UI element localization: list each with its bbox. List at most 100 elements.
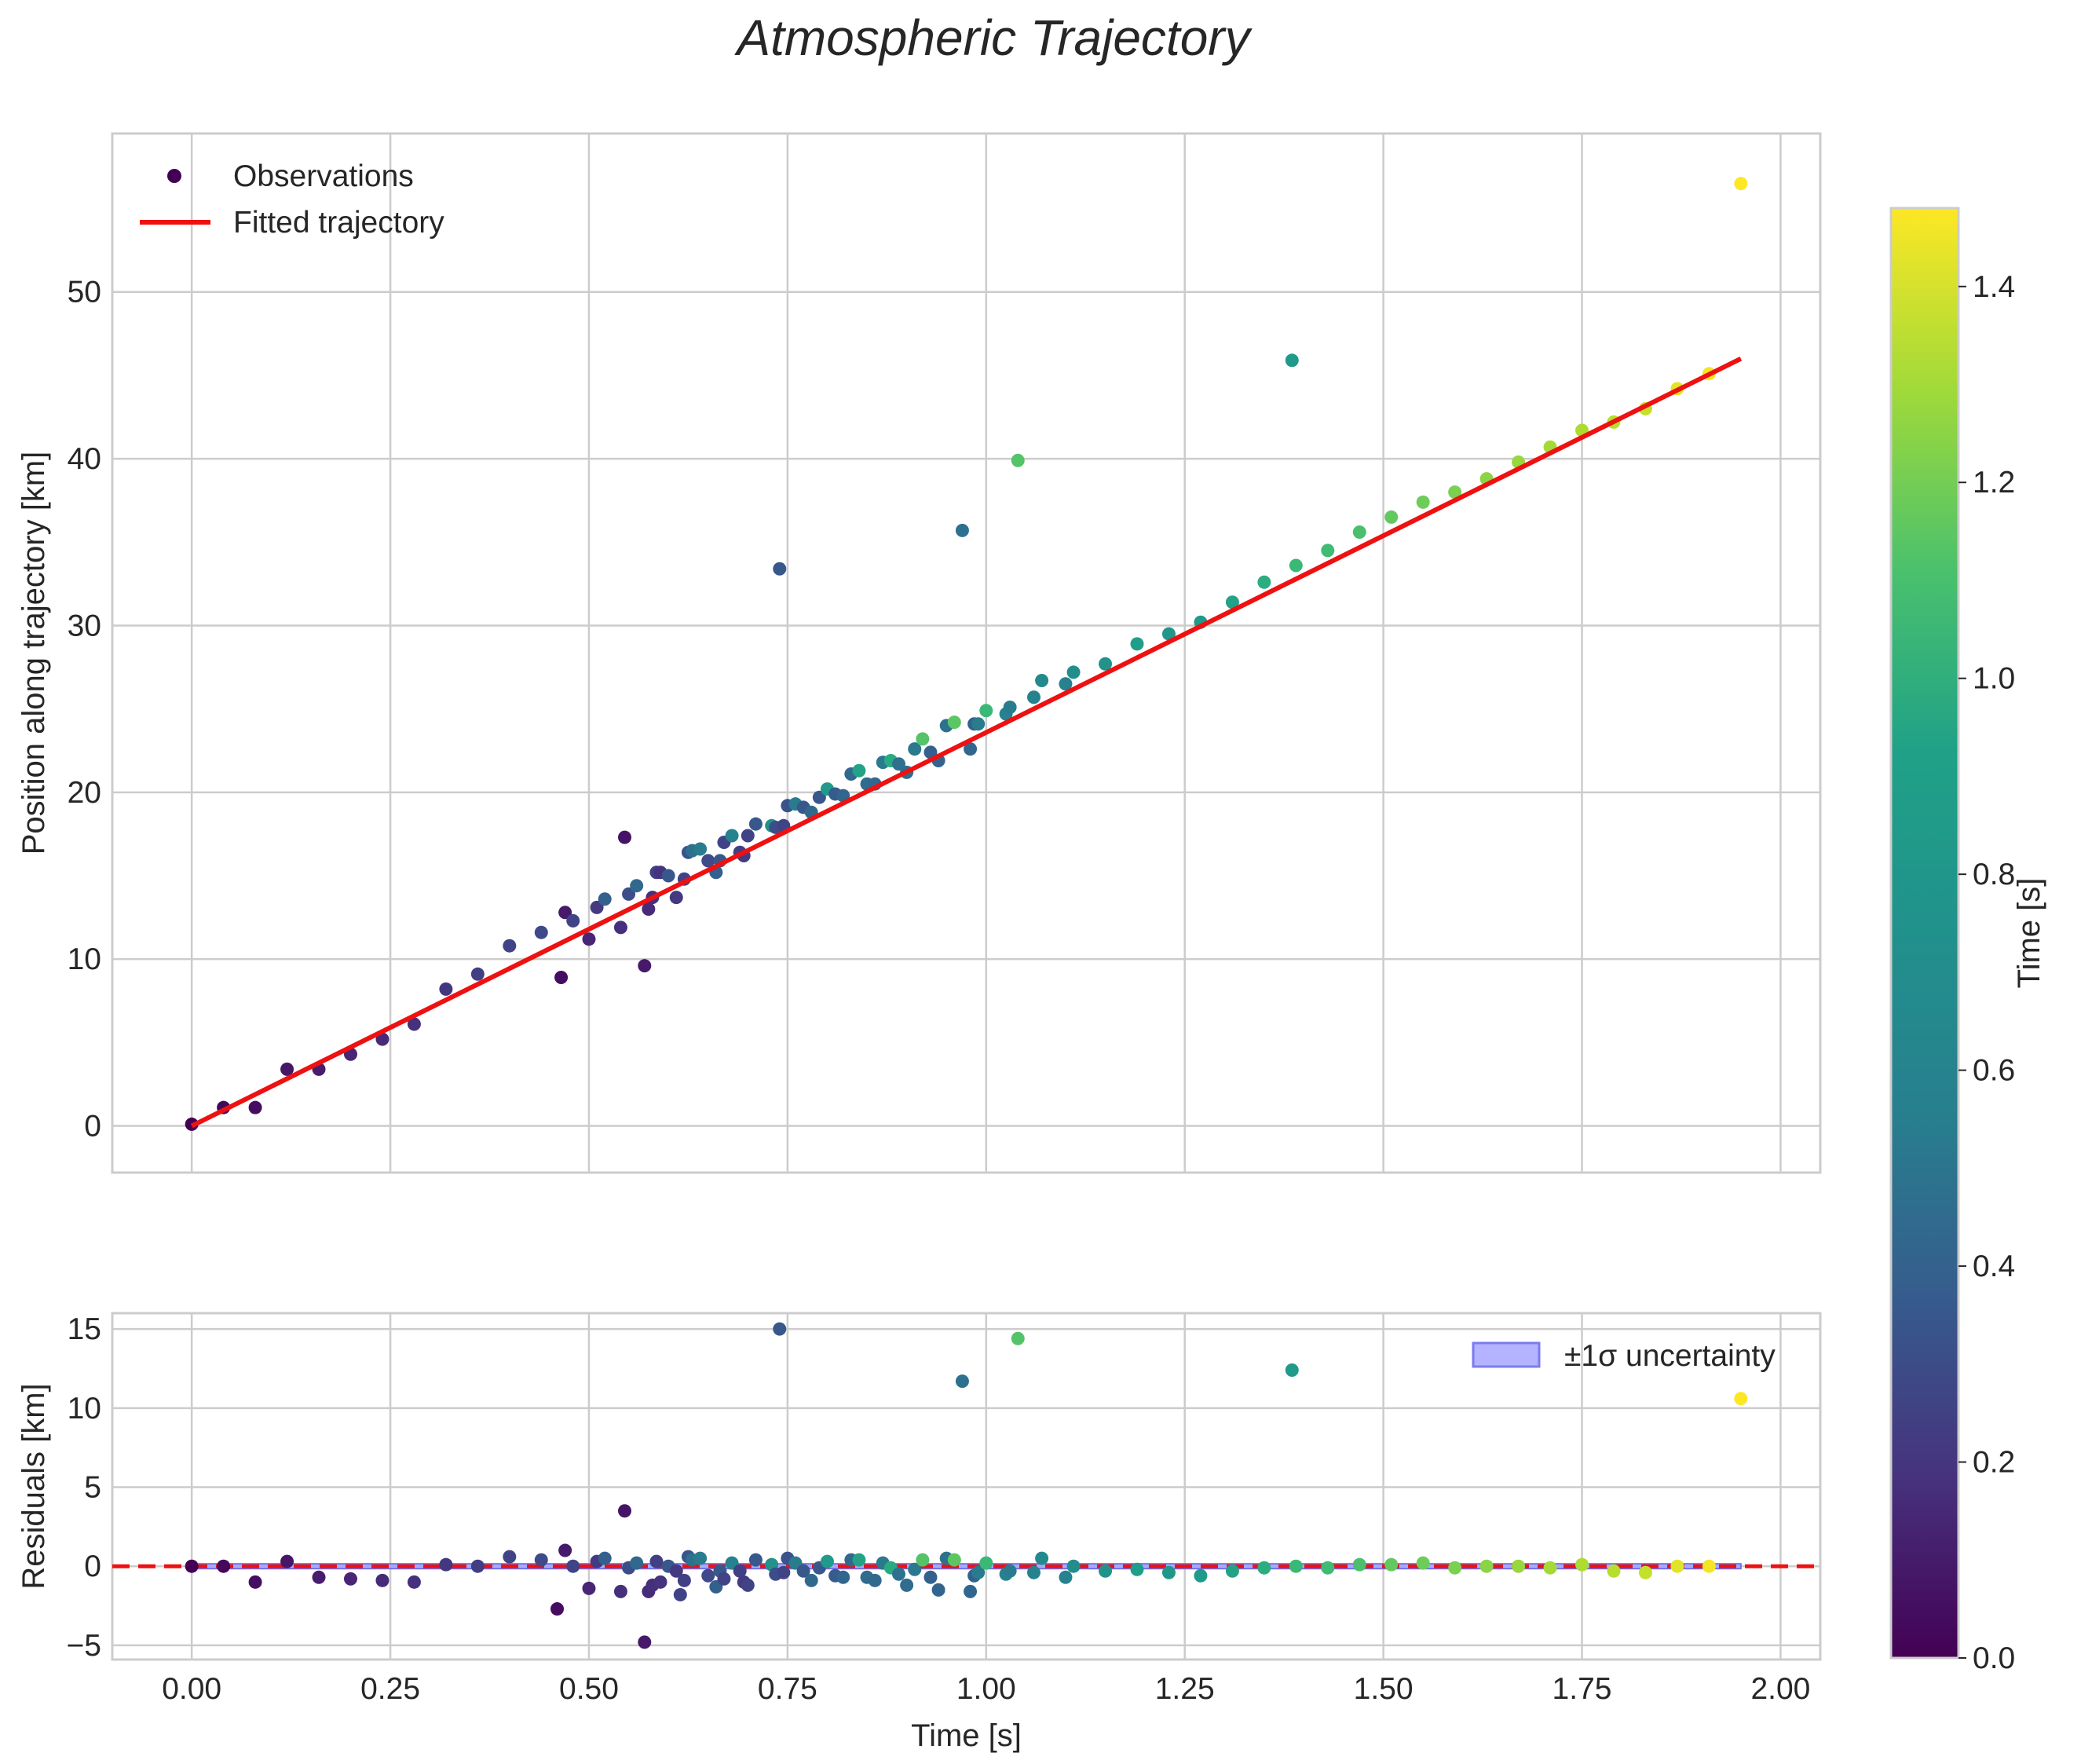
- data-point: [947, 715, 961, 730]
- x-tick-label: 0.25: [360, 1672, 420, 1706]
- data-point: [1734, 1392, 1748, 1406]
- colorbar-tick-label: 0.2: [1973, 1446, 2015, 1480]
- data-point: [796, 1564, 810, 1578]
- data-point: [1225, 1564, 1239, 1578]
- data-point: [1066, 665, 1081, 679]
- data-point: [598, 1551, 612, 1565]
- data-point: [470, 1559, 485, 1573]
- data-point: [217, 1559, 231, 1573]
- data-point: [1352, 1557, 1366, 1572]
- x-axis-label: Time [s]: [911, 1718, 1022, 1753]
- data-point: [923, 745, 938, 759]
- data-point: [741, 1578, 755, 1592]
- data-point: [1512, 1559, 1526, 1573]
- data-point: [820, 1554, 834, 1568]
- data-point: [964, 742, 978, 756]
- data-point: [677, 1573, 691, 1587]
- data-point: [693, 1551, 708, 1565]
- data-point: [1003, 1564, 1017, 1578]
- data-point: [661, 869, 675, 883]
- data-point: [741, 829, 755, 843]
- data-point: [892, 757, 906, 771]
- legend-observations-marker: [167, 169, 181, 183]
- data-point: [649, 1554, 664, 1568]
- data-point: [439, 1557, 453, 1572]
- y-tick-label: 50: [68, 276, 101, 309]
- x-tick-label: 1.50: [1354, 1672, 1414, 1706]
- trajectory-legend: Observations Fitted trajectory: [140, 159, 444, 240]
- colorbar-tick-label: 0.6: [1973, 1054, 2015, 1088]
- y-tick-label: 10: [68, 942, 101, 976]
- data-point: [979, 704, 993, 718]
- data-point: [1384, 1557, 1399, 1572]
- y-tick-label: 40: [68, 442, 101, 476]
- data-point: [1161, 1565, 1176, 1579]
- data-point: [1035, 674, 1049, 688]
- data-point: [947, 1553, 961, 1567]
- colorbar-tick-label: 0.4: [1973, 1250, 2015, 1283]
- data-point: [1161, 627, 1176, 641]
- data-point: [773, 562, 787, 576]
- data-point: [638, 959, 652, 973]
- data-point: [1059, 1570, 1073, 1584]
- data-point: [1099, 657, 1113, 671]
- data-point: [558, 906, 572, 920]
- data-point: [375, 1032, 390, 1046]
- data-point: [1702, 1559, 1716, 1573]
- data-point: [1321, 1561, 1335, 1575]
- data-point: [248, 1100, 262, 1114]
- data-point: [717, 1572, 731, 1586]
- data-point: [1289, 558, 1303, 573]
- data-point: [701, 854, 715, 868]
- data-point: [1130, 637, 1144, 651]
- data-point: [1011, 453, 1025, 467]
- data-point: [923, 1570, 938, 1584]
- data-point: [979, 1556, 993, 1570]
- data-point: [534, 1553, 548, 1567]
- data-point: [1026, 1565, 1040, 1579]
- x-tick-label: 0.75: [758, 1672, 817, 1706]
- y-tick-label: 0: [84, 1550, 101, 1583]
- y-tick-label: 10: [68, 1392, 101, 1425]
- data-point: [653, 1575, 667, 1589]
- data-point: [566, 913, 580, 928]
- data-point: [1026, 690, 1040, 705]
- y-tick-label: 30: [68, 609, 101, 642]
- data-point: [503, 939, 517, 953]
- y-tick-label: 15: [68, 1312, 101, 1346]
- data-point: [964, 1584, 978, 1598]
- legend-observations-label: Observations: [233, 159, 414, 193]
- data-point: [1285, 1363, 1299, 1377]
- data-point: [1289, 1559, 1303, 1573]
- data-point: [836, 1570, 850, 1584]
- plot-frame: [111, 132, 1822, 1174]
- legend-fit-label: Fitted trajectory: [233, 206, 444, 240]
- data-point: [931, 1583, 945, 1597]
- data-point: [554, 971, 569, 985]
- data-point: [955, 1374, 969, 1389]
- data-point: [955, 523, 969, 537]
- data-point: [908, 1562, 922, 1576]
- data-point: [1575, 1557, 1589, 1572]
- plot-frame: [111, 1312, 1822, 1661]
- data-point: [701, 1568, 715, 1583]
- data-point: [1448, 1561, 1462, 1575]
- data-point: [1543, 1561, 1557, 1575]
- fitted-trajectory-line: [190, 356, 1743, 1129]
- data-point: [733, 1564, 747, 1578]
- x-tick-label: 1.75: [1553, 1672, 1612, 1706]
- data-point: [613, 1584, 627, 1598]
- colorbar-tick-label: 1.2: [1973, 466, 2015, 500]
- data-point: [1734, 177, 1748, 191]
- trajectory-panel: 0 10 20 30 40 50 Position along trajectory [km…: [16, 132, 1822, 1174]
- legend-uncertainty-label: ±1σ uncertainty: [1564, 1339, 1776, 1373]
- data-point: [280, 1062, 294, 1076]
- data-point: [613, 920, 627, 935]
- data-point: [1257, 575, 1271, 589]
- y-axis-label: Position along trajectory [km]: [16, 452, 51, 855]
- data-point: [1225, 595, 1239, 609]
- data-point: [642, 902, 656, 916]
- data-point: [1003, 701, 1017, 715]
- data-point: [598, 892, 612, 906]
